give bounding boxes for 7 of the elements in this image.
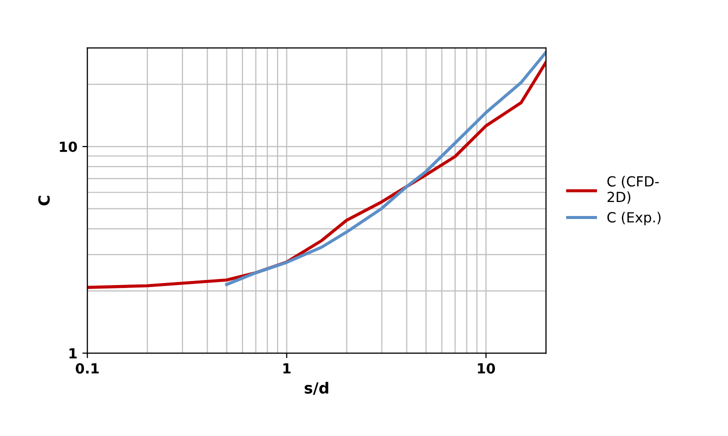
legend-label: C (Exp.) — [607, 212, 661, 226]
legend-label: C (CFD- 2D) — [607, 176, 659, 204]
x-tick-label: 1 — [283, 363, 291, 374]
x-tick-label: 10 — [478, 363, 495, 374]
x-tick-label: 0.1 — [76, 363, 99, 374]
y-axis-title: C — [38, 196, 50, 206]
x-axis-title: s/d — [304, 382, 328, 395]
